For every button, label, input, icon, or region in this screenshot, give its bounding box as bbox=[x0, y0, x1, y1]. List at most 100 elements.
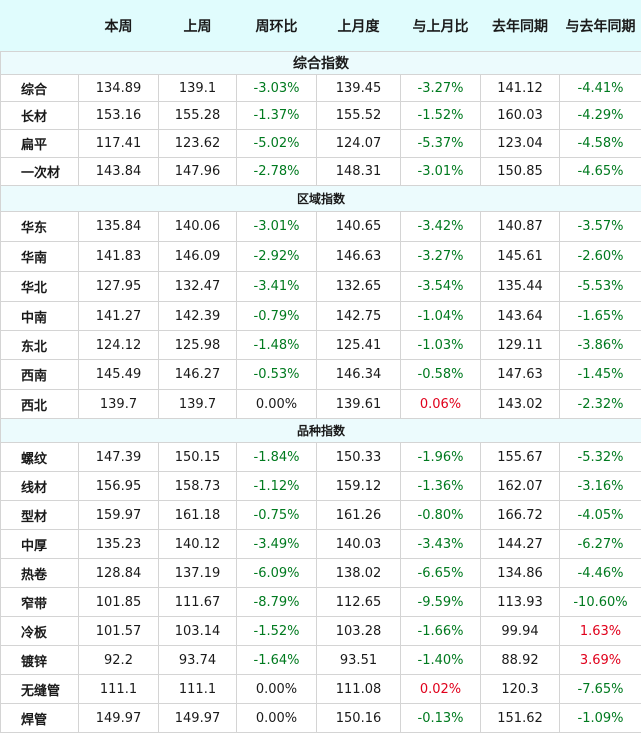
last-month-cell: 142.75 bbox=[317, 302, 401, 331]
vs-last-year-cell: -1.65% bbox=[560, 302, 641, 331]
vs-last-month-cell: 0.02% bbox=[401, 675, 481, 704]
section-header-row: 区域指数 bbox=[1, 186, 641, 212]
this-week-cell: 149.97 bbox=[79, 704, 159, 733]
row-label: 中厚 bbox=[1, 530, 79, 559]
header-last-month: 上月度 bbox=[317, 1, 401, 52]
vs-last-month-cell: -1.40% bbox=[401, 646, 481, 675]
last-month-cell: 125.41 bbox=[317, 331, 401, 360]
row-label: 华东 bbox=[1, 212, 79, 242]
last-month-cell: 111.08 bbox=[317, 675, 401, 704]
last-week-cell: 111.1 bbox=[159, 675, 237, 704]
vs-last-month-cell: -3.42% bbox=[401, 212, 481, 242]
vs-last-month-cell: -3.54% bbox=[401, 272, 481, 302]
row-label: 西北 bbox=[1, 390, 79, 419]
vs-last-month-cell: -1.04% bbox=[401, 302, 481, 331]
last-month-cell: 139.61 bbox=[317, 390, 401, 419]
last-year-cell: 144.27 bbox=[481, 530, 560, 559]
this-week-cell: 135.84 bbox=[79, 212, 159, 242]
header-vs-last-year: 与去年同期 bbox=[560, 1, 641, 52]
this-week-cell: 124.12 bbox=[79, 331, 159, 360]
vs-last-year-cell: -6.27% bbox=[560, 530, 641, 559]
row-label: 窄带 bbox=[1, 588, 79, 617]
vs-last-year-cell: 3.69% bbox=[560, 646, 641, 675]
last-year-cell: 88.92 bbox=[481, 646, 560, 675]
last-month-cell: 155.52 bbox=[317, 102, 401, 130]
vs-last-year-cell: -4.65% bbox=[560, 158, 641, 186]
row-label: 型材 bbox=[1, 501, 79, 530]
week-over-week-cell: -3.03% bbox=[237, 75, 317, 102]
last-year-cell: 123.04 bbox=[481, 130, 560, 158]
last-week-cell: 147.96 bbox=[159, 158, 237, 186]
this-week-cell: 128.84 bbox=[79, 559, 159, 588]
last-month-cell: 146.34 bbox=[317, 360, 401, 390]
week-over-week-cell: 0.00% bbox=[237, 704, 317, 733]
vs-last-year-cell: -5.32% bbox=[560, 443, 641, 472]
last-month-cell: 103.28 bbox=[317, 617, 401, 646]
week-over-week-cell: -0.79% bbox=[237, 302, 317, 331]
week-over-week-cell: -5.02% bbox=[237, 130, 317, 158]
last-year-cell: 141.12 bbox=[481, 75, 560, 102]
week-over-week-cell: -0.75% bbox=[237, 501, 317, 530]
last-month-cell: 150.16 bbox=[317, 704, 401, 733]
row-label: 长材 bbox=[1, 102, 79, 130]
this-week-cell: 117.41 bbox=[79, 130, 159, 158]
last-week-cell: 139.1 bbox=[159, 75, 237, 102]
vs-last-year-cell: -3.86% bbox=[560, 331, 641, 360]
last-week-cell: 93.74 bbox=[159, 646, 237, 675]
last-year-cell: 147.63 bbox=[481, 360, 560, 390]
last-year-cell: 145.61 bbox=[481, 242, 560, 272]
last-year-cell: 151.62 bbox=[481, 704, 560, 733]
last-week-cell: 125.98 bbox=[159, 331, 237, 360]
vs-last-month-cell: 0.06% bbox=[401, 390, 481, 419]
vs-last-year-cell: -4.46% bbox=[560, 559, 641, 588]
week-over-week-cell: -1.37% bbox=[237, 102, 317, 130]
last-year-cell: 150.85 bbox=[481, 158, 560, 186]
this-week-cell: 135.23 bbox=[79, 530, 159, 559]
row-label: 无缝管 bbox=[1, 675, 79, 704]
vs-last-month-cell: -6.65% bbox=[401, 559, 481, 588]
last-week-cell: 140.12 bbox=[159, 530, 237, 559]
last-week-cell: 150.15 bbox=[159, 443, 237, 472]
last-year-cell: 135.44 bbox=[481, 272, 560, 302]
last-year-cell: 143.02 bbox=[481, 390, 560, 419]
last-year-cell: 160.03 bbox=[481, 102, 560, 130]
last-month-cell: 140.65 bbox=[317, 212, 401, 242]
vs-last-month-cell: -3.27% bbox=[401, 75, 481, 102]
vs-last-year-cell: -4.29% bbox=[560, 102, 641, 130]
last-month-cell: 148.31 bbox=[317, 158, 401, 186]
section-title: 区域指数 bbox=[1, 186, 641, 212]
row-label: 华南 bbox=[1, 242, 79, 272]
week-over-week-cell: -1.64% bbox=[237, 646, 317, 675]
section-title: 综合指数 bbox=[1, 52, 641, 75]
last-month-cell: 93.51 bbox=[317, 646, 401, 675]
last-month-cell: 138.02 bbox=[317, 559, 401, 588]
week-over-week-cell: -1.12% bbox=[237, 472, 317, 501]
row-label: 一次材 bbox=[1, 158, 79, 186]
this-week-cell: 143.84 bbox=[79, 158, 159, 186]
last-month-cell: 124.07 bbox=[317, 130, 401, 158]
last-month-cell: 139.45 bbox=[317, 75, 401, 102]
week-over-week-cell: 0.00% bbox=[237, 675, 317, 704]
row-label: 西南 bbox=[1, 360, 79, 390]
vs-last-month-cell: -1.36% bbox=[401, 472, 481, 501]
row-label: 东北 bbox=[1, 331, 79, 360]
last-month-cell: 140.03 bbox=[317, 530, 401, 559]
row-label: 镀锌 bbox=[1, 646, 79, 675]
header-last-year: 去年同期 bbox=[481, 1, 560, 52]
last-year-cell: 166.72 bbox=[481, 501, 560, 530]
week-over-week-cell: -2.78% bbox=[237, 158, 317, 186]
vs-last-year-cell: -4.05% bbox=[560, 501, 641, 530]
